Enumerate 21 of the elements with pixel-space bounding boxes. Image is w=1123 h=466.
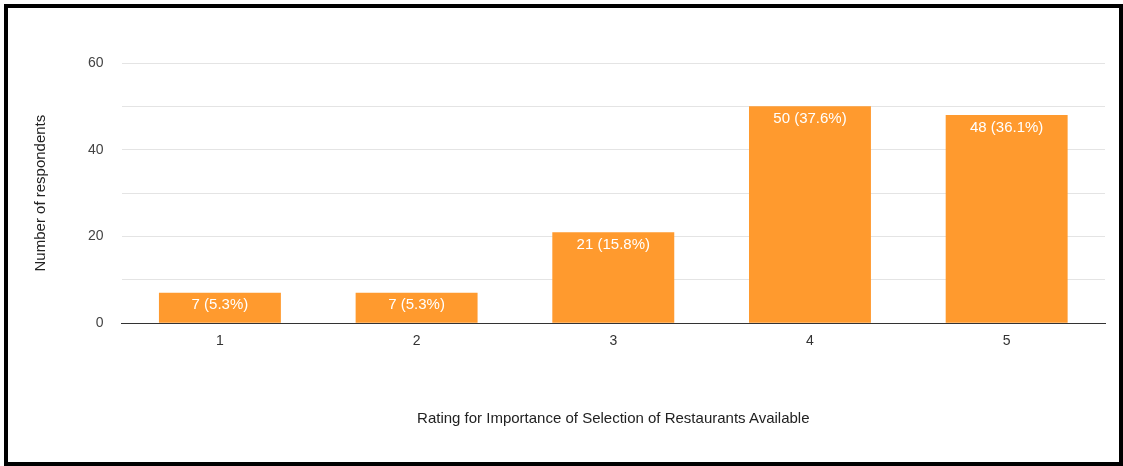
y-tick-label: 60 (87, 53, 104, 70)
bar (552, 232, 675, 323)
bar (158, 292, 281, 323)
y-axis-title: Number of respondents (31, 114, 49, 272)
y-tick-label: 20 (87, 227, 104, 244)
data-label: 7 (5.3%) (388, 295, 445, 313)
x-tick-label: 4 (806, 332, 815, 349)
data-label: 48 (36.1%) (969, 117, 1044, 135)
y-tick-label: 40 (87, 140, 104, 157)
x-tick-label: 3 (609, 332, 618, 349)
bar (945, 115, 1068, 323)
x-axis-title: Rating for Importance of Selection of Restaurants Available (417, 409, 810, 427)
data-label: 21 (15.8%) (576, 234, 650, 252)
data-label: 7 (5.3%) (191, 295, 249, 313)
x-tick-label: 5 (1002, 332, 1011, 349)
bar (355, 292, 478, 323)
x-tick-label: 2 (412, 332, 421, 349)
x-tick-label: 1 (216, 332, 225, 349)
data-label: 50 (37.6%) (773, 109, 847, 127)
bar (749, 106, 871, 323)
y-tick-label: 0 (95, 314, 104, 331)
